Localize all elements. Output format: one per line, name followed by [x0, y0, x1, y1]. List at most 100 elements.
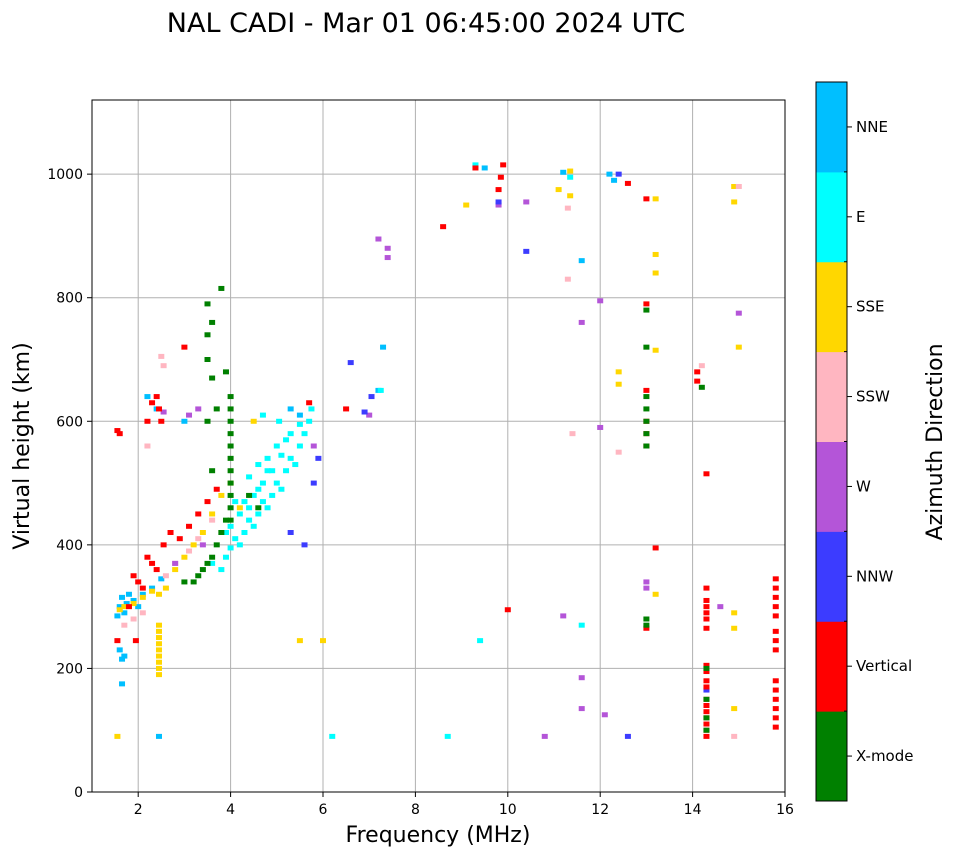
data-point-nne — [155, 733, 162, 739]
data-point-x-mode — [209, 375, 216, 381]
data-point-ssw — [564, 205, 571, 211]
data-point-nne — [287, 406, 294, 412]
data-point-w — [366, 412, 373, 418]
data-point-vertical — [643, 301, 650, 307]
data-point-x-mode — [643, 616, 650, 622]
data-point-vertical — [703, 678, 710, 684]
data-point-ssw — [186, 548, 193, 554]
data-point-vertical — [130, 573, 137, 579]
data-point-vertical — [703, 625, 710, 631]
data-point-sse — [652, 347, 659, 353]
data-point-vertical — [181, 344, 188, 350]
data-point-vertical — [772, 594, 779, 600]
data-point-x-mode — [227, 468, 234, 474]
data-point-vertical — [703, 471, 710, 477]
data-point-vertical — [624, 180, 631, 186]
data-point-sse — [567, 168, 574, 174]
data-point-x-mode — [227, 492, 234, 498]
data-point-vertical — [772, 585, 779, 591]
data-point-sse — [296, 638, 303, 644]
data-point-vertical — [153, 567, 160, 573]
data-point-x-mode — [643, 418, 650, 424]
x-tick-label: 6 — [319, 802, 328, 818]
data-point-w — [186, 412, 193, 418]
data-point-vertical — [772, 647, 779, 653]
y-tick-label: 600 — [56, 414, 83, 430]
data-point-e — [255, 511, 262, 517]
data-point-e — [477, 638, 484, 644]
data-point-e — [444, 733, 451, 739]
colorbar-tick-label: SSE — [856, 298, 885, 316]
data-point-e — [218, 567, 225, 573]
data-point-vertical — [703, 662, 710, 668]
data-point-ssw — [130, 616, 137, 622]
data-point-vertical — [772, 687, 779, 693]
data-point-nnw — [523, 248, 530, 254]
data-point-nne — [606, 171, 613, 177]
plot-frame — [91, 99, 786, 793]
data-point-sse — [155, 665, 162, 671]
data-point-vertical — [343, 406, 350, 412]
y-tick-label: 0 — [74, 785, 83, 801]
data-point-e — [227, 545, 234, 551]
data-point-ssw — [564, 276, 571, 282]
colorbar-swatch-w — [816, 441, 847, 532]
data-point-vertical — [472, 165, 479, 171]
data-point-vertical — [440, 224, 447, 230]
data-point-vertical — [643, 387, 650, 393]
colorbar: X-mode Vertical NNW W SSW SSE E NNE — [815, 81, 913, 802]
data-point-sse — [130, 601, 137, 607]
data-point-x-mode — [643, 307, 650, 313]
data-point-ssw — [144, 443, 151, 449]
data-point-x-mode — [643, 443, 650, 449]
data-point-e — [241, 499, 248, 505]
data-point-e — [232, 499, 239, 505]
data-point-w — [541, 733, 548, 739]
data-point-sse — [567, 193, 574, 199]
data-point-sse — [236, 505, 243, 511]
data-point-e — [273, 443, 280, 449]
data-point-e — [292, 462, 299, 468]
data-point-e — [250, 523, 257, 529]
data-point-vertical — [772, 628, 779, 634]
data-point-ssw — [735, 184, 742, 189]
data-point-e — [578, 622, 585, 628]
data-point-x-mode — [703, 727, 710, 733]
data-point-vertical — [144, 418, 151, 424]
data-point-e — [250, 492, 257, 498]
data-point-x-mode — [643, 406, 650, 412]
x-axis-label: Frequency (MHz) — [346, 823, 531, 848]
data-point-sse — [555, 187, 562, 193]
data-point-sse — [155, 622, 162, 628]
data-point-x-mode — [195, 573, 202, 579]
data-point-x-mode — [227, 394, 234, 400]
data-point-ssw — [615, 449, 622, 455]
data-point-nne — [135, 604, 142, 610]
data-point-nne — [130, 597, 137, 603]
data-point-w — [384, 255, 391, 261]
data-point-sse — [155, 641, 162, 647]
colorbar-swatch-nnw — [816, 531, 847, 622]
colorbar-swatch-e — [816, 171, 847, 263]
data-point-vertical — [114, 638, 121, 644]
data-point-sse — [731, 610, 738, 616]
data-point-x-mode — [227, 431, 234, 437]
y-tick-label: 200 — [56, 661, 83, 677]
data-point-e — [227, 523, 234, 529]
data-point-sse — [181, 554, 188, 560]
data-point-nne — [125, 591, 132, 597]
data-point-x-mode — [643, 394, 650, 400]
data-point-vertical — [144, 554, 151, 560]
colorbar-swatch-x-mode — [816, 711, 847, 802]
data-point-sse — [652, 591, 659, 597]
data-point-ssw — [139, 610, 146, 616]
data-point-nnw — [368, 394, 375, 400]
data-point-e — [236, 542, 243, 548]
data-point-x-mode — [209, 319, 216, 325]
data-point-vertical — [772, 724, 779, 730]
data-point-nnw — [624, 733, 631, 739]
data-point-sse — [615, 369, 622, 375]
data-point-vertical — [703, 733, 710, 739]
data-point-w — [717, 604, 724, 610]
